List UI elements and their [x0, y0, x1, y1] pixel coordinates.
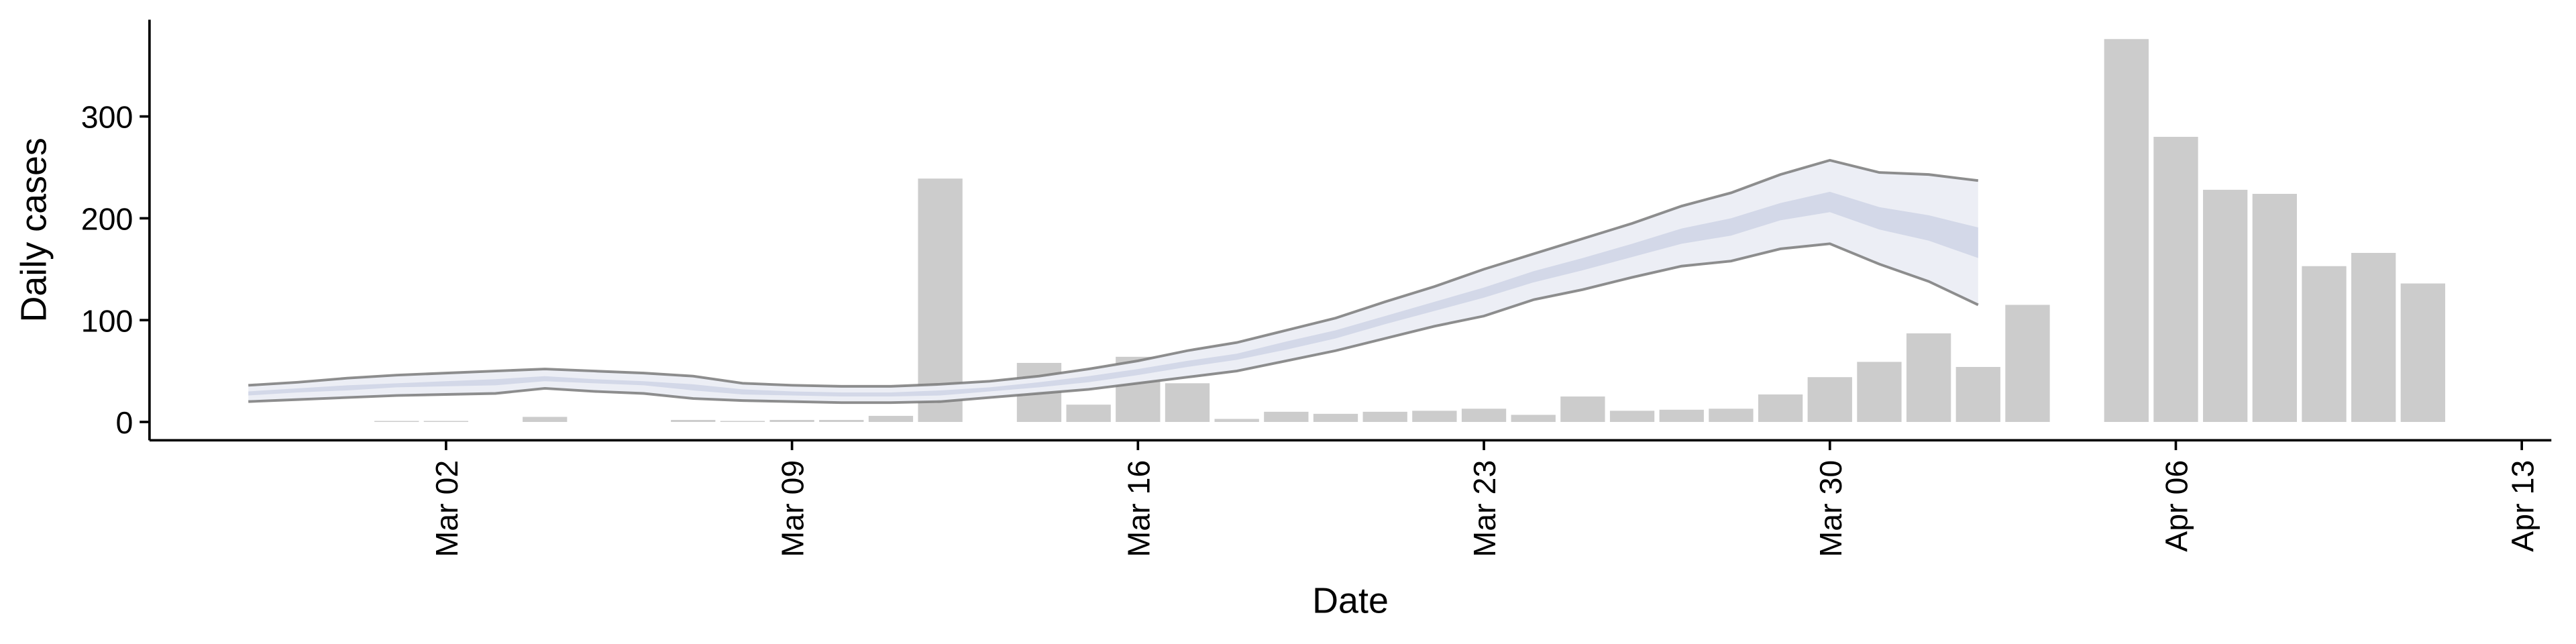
x-axis-title: Date: [1312, 580, 1389, 621]
x-tick-label: Mar 16: [1121, 460, 1156, 557]
bar: [1955, 367, 2000, 423]
bar: [2104, 39, 2149, 423]
interval-line: [248, 158, 1979, 388]
bar: [1758, 394, 1803, 423]
bar: [868, 415, 914, 423]
x-tick-label: Mar 09: [775, 460, 810, 557]
x-tick-label: Apr 06: [2159, 460, 2194, 552]
bar: [1461, 409, 1507, 423]
bar: [2302, 266, 2347, 423]
x-tick-label: Apr 13: [2505, 460, 2540, 552]
y-axis-title: Daily cases: [14, 138, 54, 322]
interval-line: [248, 242, 1979, 405]
bar: [2153, 136, 2198, 423]
x-tick-label: Mar 30: [1813, 460, 1848, 557]
bar: [2351, 253, 2396, 423]
bar: [1659, 409, 1704, 423]
x-tick-label: Mar 02: [429, 460, 464, 557]
bar: [720, 421, 765, 423]
bar: [423, 421, 469, 423]
bar: [374, 421, 419, 423]
bar: [2252, 193, 2297, 423]
y-tick-label: 100: [81, 303, 133, 338]
bar: [1214, 419, 1259, 423]
bar: [1906, 333, 1951, 423]
y-tick-label: 0: [115, 405, 133, 440]
bar: [1412, 411, 1457, 423]
bar: [1066, 405, 1111, 423]
bar: [1264, 411, 1309, 423]
bar: [671, 419, 716, 423]
x-tick-label: Mar 23: [1467, 460, 1502, 557]
bar: [2005, 305, 2050, 423]
bar: [1857, 362, 1902, 423]
bar: [2400, 283, 2445, 423]
interval-band: [248, 191, 1978, 397]
bar: [1511, 415, 1556, 423]
bar: [769, 419, 814, 423]
bar: [1609, 411, 1655, 423]
bar: [1313, 413, 1358, 423]
bar: [523, 417, 568, 423]
bar: [918, 178, 963, 423]
bar: [2202, 189, 2248, 423]
y-tick-label: 200: [81, 202, 133, 237]
bar: [1362, 411, 1407, 423]
bar: [1709, 409, 1754, 423]
bar: [1165, 383, 1210, 423]
interval-band: [248, 160, 1978, 403]
bar: [1560, 396, 1605, 423]
bar: [819, 419, 864, 423]
y-tick-label: 300: [81, 100, 133, 135]
bar: [1807, 377, 1852, 423]
